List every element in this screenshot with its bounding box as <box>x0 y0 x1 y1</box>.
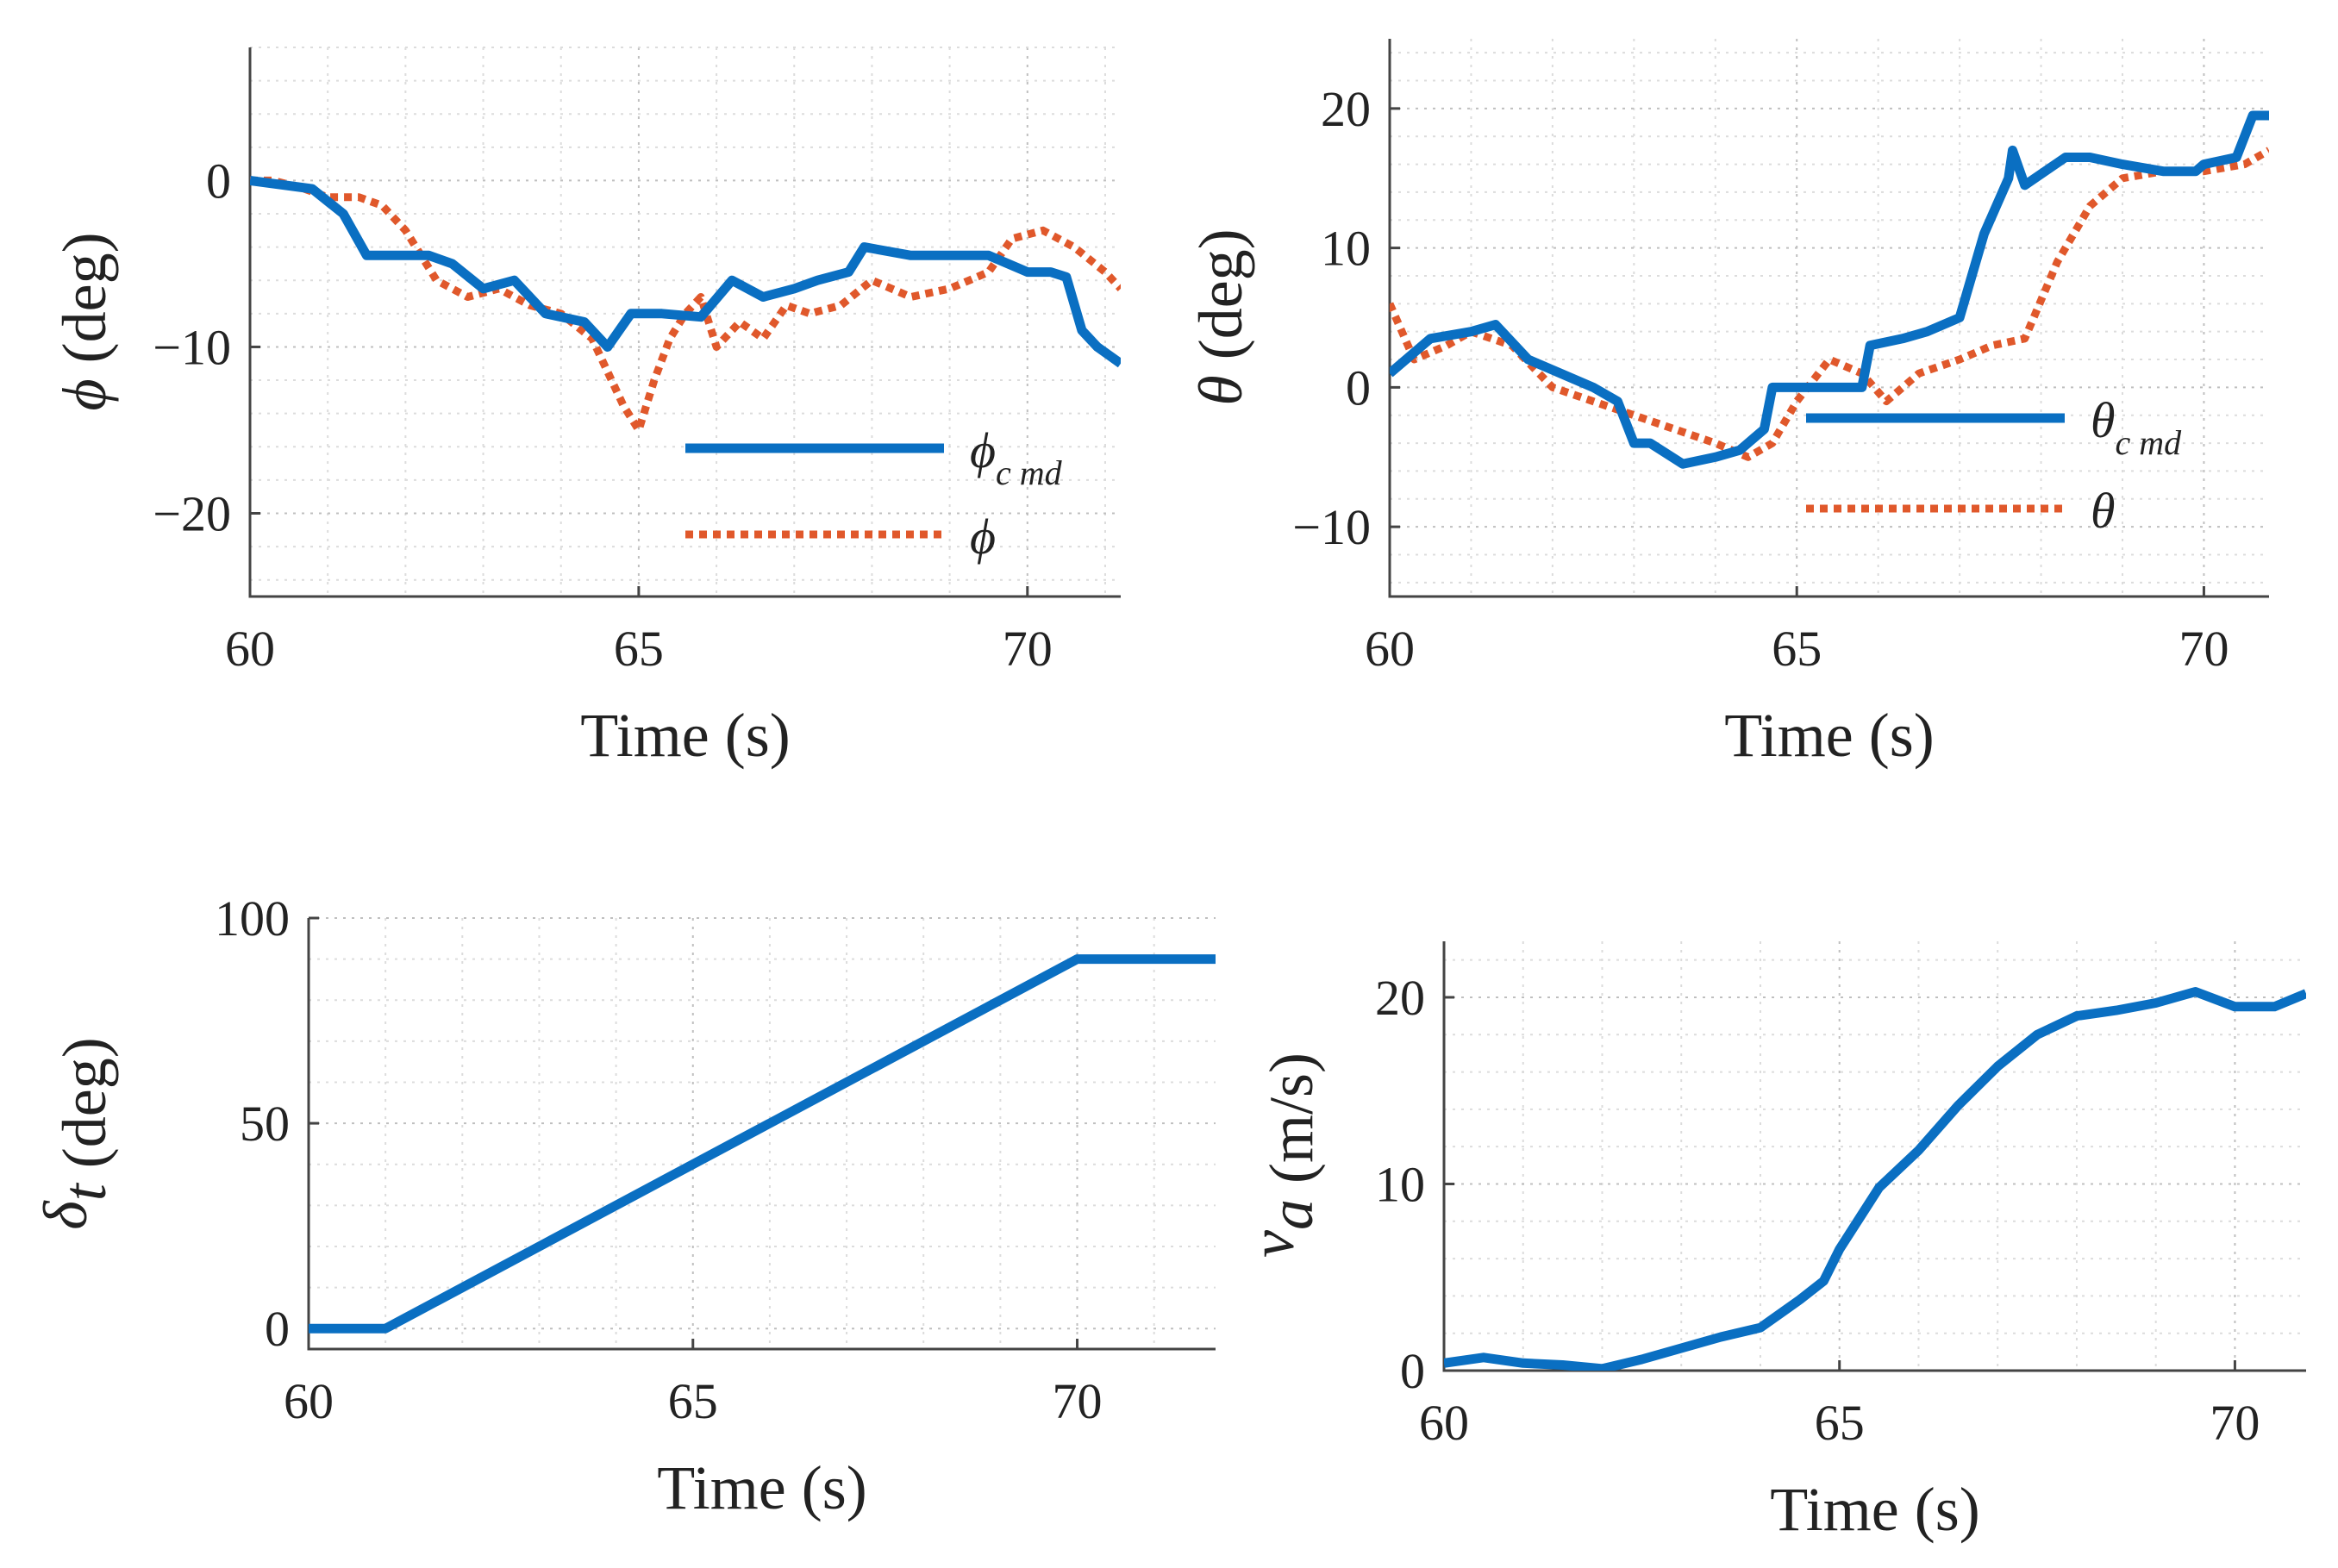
axes-frame <box>307 918 1216 1351</box>
x-tick-label: 65 <box>1815 1395 1865 1451</box>
y-tick-label: 50 <box>240 1096 290 1152</box>
series-line-roll-actual <box>250 176 1121 434</box>
y-tick-label: −10 <box>1292 499 1371 555</box>
x-tick-label: 70 <box>2179 621 2229 677</box>
series-line-airspeed-cmd <box>1444 987 2306 1371</box>
y-axis-symbol: θ <box>1186 375 1255 405</box>
series-line-roll-cmd <box>250 175 1121 368</box>
x-axis-label: Time (s) <box>657 1453 866 1522</box>
y-tick-label: 10 <box>1321 221 1371 277</box>
y-axis-label: δt (deg) <box>31 1037 119 1229</box>
x-axis-label: Time (s) <box>1724 701 1934 770</box>
y-axis-symbol: ϕ <box>50 378 119 410</box>
y-axis-subscript: t <box>50 1182 119 1201</box>
legend-label-actual: ϕ <box>970 509 996 565</box>
x-tick-label: 60 <box>1365 621 1415 677</box>
x-axis-label: Time (s) <box>1770 1475 1979 1544</box>
y-axis-unit: (deg) <box>1186 228 1255 375</box>
y-tick-label: −20 <box>153 485 231 541</box>
x-axis-label: Time (s) <box>580 701 790 770</box>
y-axis-symbol: v <box>1238 1230 1307 1258</box>
y-tick-label: 0 <box>1400 1343 1425 1399</box>
y-axis-label: va (m/s) <box>1238 1053 1326 1258</box>
legend-label-cmd: θc md <box>2091 392 2182 462</box>
y-axis-label: ϕ (deg) <box>50 232 119 410</box>
series-line-throttle-cmd <box>309 954 1216 1334</box>
y-tick-label: −10 <box>153 319 231 375</box>
axes-frame <box>1388 39 2269 598</box>
x-tick-label: 60 <box>1419 1395 1469 1451</box>
y-axis-symbol: δ <box>31 1200 100 1230</box>
y-tick-label: 20 <box>1375 970 1425 1026</box>
roll-panel: 60 65 70 0 −10 −20 Time (s) ϕ (deg) ϕc md ϕ <box>50 47 1121 770</box>
y-axis-unit: (deg) <box>50 1037 119 1184</box>
y-axis-unit: (deg) <box>50 232 119 378</box>
x-tick-label: 70 <box>2210 1395 2260 1451</box>
pitch-panel: 60 65 70 20 10 0 −10 Time (s) θ (deg) θc md θ <box>1186 39 2269 770</box>
x-tick-label: 65 <box>668 1373 718 1429</box>
x-tick-label: 70 <box>1003 621 1053 677</box>
x-tick-label: 60 <box>284 1373 334 1429</box>
throttle-panel: 60 65 70 100 50 0 Time (s) δt (deg) <box>31 890 1216 1522</box>
y-axis-unit: (m/s) <box>1257 1053 1326 1199</box>
legend-label-actual: θ <box>2091 483 2116 539</box>
y-tick-label: 0 <box>265 1301 290 1357</box>
y-axis-label: θ (deg) <box>1186 228 1255 405</box>
series-line-pitch-cmd <box>1390 110 2269 469</box>
x-tick-label: 70 <box>1053 1373 1103 1429</box>
y-tick-label: 0 <box>1346 359 1371 415</box>
y-axis-subscript: a <box>1257 1199 1326 1230</box>
axes-frame <box>1442 941 2306 1372</box>
y-tick-label: 0 <box>206 153 231 209</box>
x-tick-label: 60 <box>225 621 275 677</box>
y-tick-label: 20 <box>1321 81 1371 137</box>
legend-label-cmd: ϕc md <box>970 422 1063 492</box>
x-tick-label: 65 <box>1772 621 1822 677</box>
x-tick-label: 65 <box>614 621 664 677</box>
y-tick-label: 10 <box>1375 1156 1425 1212</box>
airspeed-panel: 60 65 70 20 10 0 Time (s) va (m/s) <box>1238 941 2306 1544</box>
y-tick-label: 100 <box>215 890 290 946</box>
